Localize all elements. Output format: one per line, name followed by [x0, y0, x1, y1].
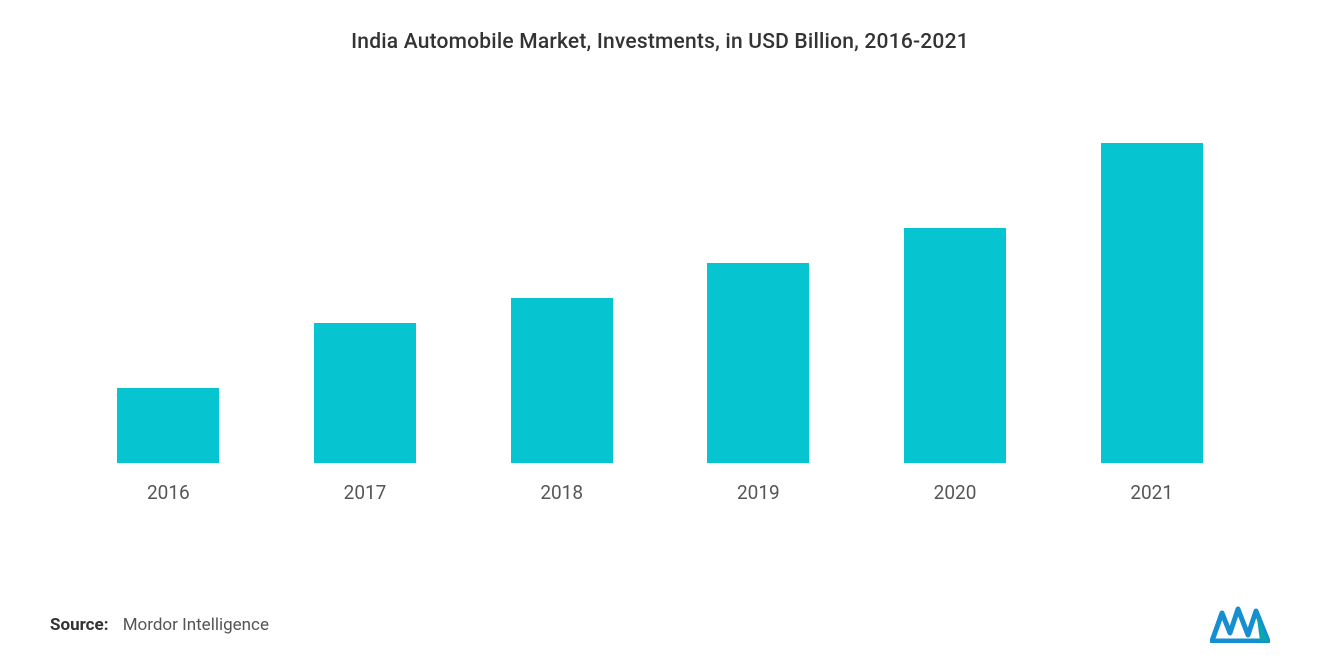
x-tick-label: 2016 [147, 481, 190, 504]
plot-area: 2016 2017 2018 2019 2020 2021 [50, 104, 1270, 504]
bar-slot: 2018 [463, 104, 660, 504]
bar-slot: 2017 [267, 104, 464, 504]
bar-2018 [511, 298, 613, 463]
bar-2016 [117, 388, 219, 463]
bar-slot: 2020 [857, 104, 1054, 504]
chart-container: India Automobile Market, Investments, in… [0, 0, 1320, 665]
source-value: Mordor Intelligence [123, 615, 269, 635]
bar-slot: 2021 [1053, 104, 1250, 504]
x-tick-label: 2021 [1130, 481, 1173, 504]
bar-slot: 2019 [660, 104, 857, 504]
source-label: Source: [50, 615, 108, 635]
brand-logo-icon [1210, 605, 1270, 643]
bar-2021 [1101, 143, 1203, 463]
x-tick-label: 2019 [737, 481, 780, 504]
x-tick-label: 2020 [934, 481, 977, 504]
x-tick-label: 2018 [540, 481, 583, 504]
source-line: Source: Mordor Intelligence [50, 615, 269, 635]
bar-2017 [314, 323, 416, 463]
chart-title: India Automobile Market, Investments, in… [50, 30, 1270, 54]
x-tick-label: 2017 [344, 481, 387, 504]
bar-slot: 2016 [70, 104, 267, 504]
bar-2019 [707, 263, 809, 463]
bar-2020 [904, 228, 1006, 463]
